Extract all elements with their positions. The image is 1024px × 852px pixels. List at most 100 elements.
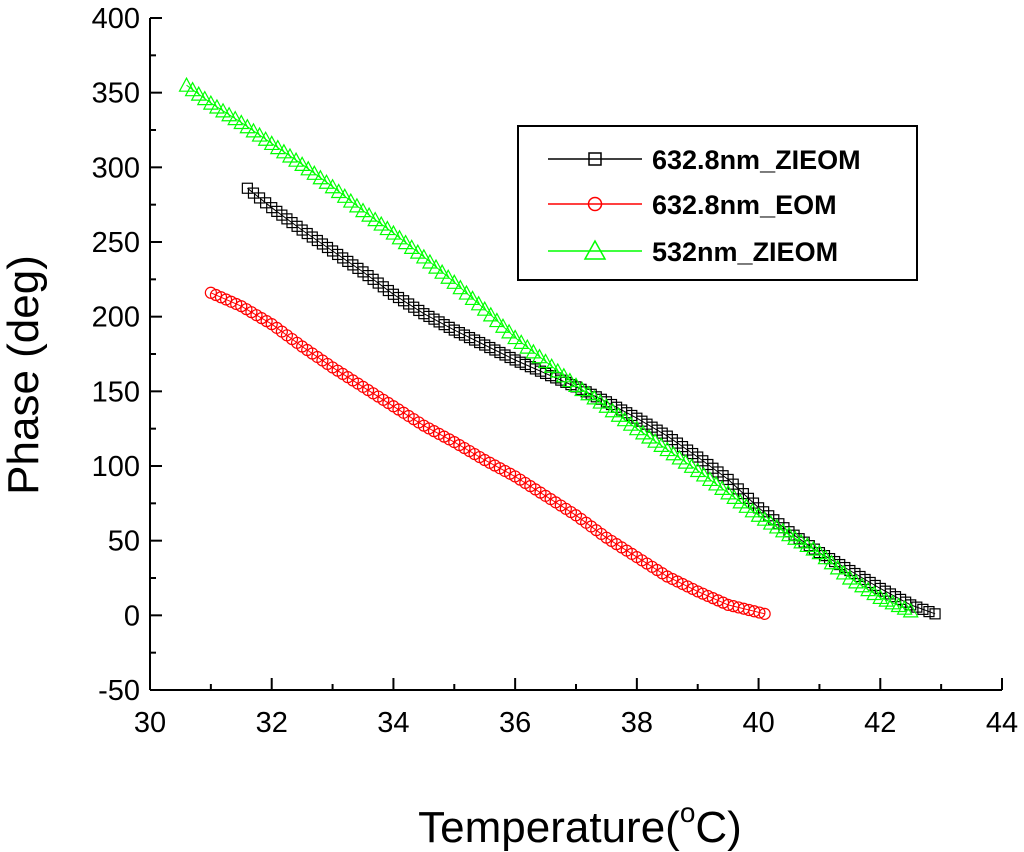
x-tick-label: 42 [864,707,896,739]
data-point [336,188,353,203]
data-point [574,381,591,397]
y-tick-label: 250 [92,227,140,259]
data-point [361,206,378,222]
y-tick-label: 0 [124,600,140,632]
data-point [854,577,871,593]
data-point [184,81,201,97]
y-tick-label: -50 [98,675,140,707]
data-point [641,428,658,444]
data-point [695,466,712,482]
y-tick-label: 400 [92,3,140,35]
y-tick-label: 200 [92,302,140,334]
data-point [196,90,213,106]
data-point [543,357,560,373]
series-layer [178,76,941,620]
x-axis-title: Temperature(oC) [418,797,742,852]
data-point [178,76,195,92]
data-point [823,554,840,570]
data-point [610,406,627,422]
data-point [683,458,700,473]
data-point [923,605,935,618]
data-point [452,279,469,295]
data-point [537,353,554,369]
data-point [391,229,408,245]
x-axis-title-sup: o [680,797,696,828]
legend-entry-2: 532nm_ZIEOM [548,237,838,267]
axes [149,18,1002,691]
series-1 [204,286,771,620]
legend-label-1: 632.8nm_EOM [652,190,837,220]
data-point [494,317,511,333]
x-tick-label: 34 [377,707,409,739]
data-point [628,420,645,436]
data-point [233,114,250,130]
data-point [604,402,621,418]
data-point [805,540,822,556]
data-point [707,475,724,491]
data-point [239,118,256,134]
data-point [513,334,530,349]
x-tick-label: 30 [134,707,166,739]
data-point [367,211,384,227]
data-point [835,564,852,580]
data-point [294,156,311,171]
data-point [458,284,475,300]
data-point [860,581,877,597]
data-point [580,385,597,401]
data-point [592,393,609,409]
x-axis-title-unit: C) [695,803,741,852]
data-point [373,215,390,231]
data-point [598,398,615,413]
data-point [726,489,743,504]
data-point [720,484,737,500]
data-point [738,498,755,513]
legend-label-2: 532nm_ZIEOM [652,237,838,267]
data-point [866,585,883,601]
data-point [689,462,706,478]
data-point [269,139,286,155]
x-tick-label: 36 [499,707,531,739]
data-point [756,510,773,526]
data-point [476,300,493,316]
data-point [440,268,457,284]
data-point [488,312,505,328]
data-point [208,98,225,114]
data-point [622,415,639,431]
data-point [616,411,633,427]
data-point [470,295,487,311]
data-point [768,518,785,534]
data-point [354,202,372,218]
tick-marks: 30 32 34 36 38 40 42 44 -50 0 50 100 150 200 250 300 350… [92,3,1019,739]
data-point [753,606,766,619]
data-point [647,432,664,448]
data-point [202,94,219,110]
data-point [300,160,317,176]
data-point [348,197,365,213]
data-point [519,338,536,354]
legend: 632.8nm_ZIEOM 632.8nm_EOM 532nm_ZIEOM [517,125,918,281]
data-point [793,533,810,549]
data-point [787,530,804,545]
data-point [799,537,816,553]
legend-marker-2 [583,239,607,260]
data-point [780,526,798,542]
data-point [917,603,929,615]
data-point [653,437,670,452]
y-tick-label: 100 [92,451,140,483]
data-point [905,599,917,611]
data-point [750,507,767,522]
data-point [221,106,238,122]
data-point [732,493,749,509]
legend-entry-0: 632.8nm_ZIEOM [548,145,861,175]
data-point [385,224,402,240]
data-point [634,424,651,440]
data-point [312,169,329,185]
y-axis-title: Phase (deg) [0,255,48,495]
legend-box [517,125,918,281]
data-point [257,130,274,146]
data-point [659,441,676,457]
data-point [744,502,761,518]
data-point [263,135,280,151]
x-tick-label: 38 [621,707,653,739]
data-point [251,126,268,142]
